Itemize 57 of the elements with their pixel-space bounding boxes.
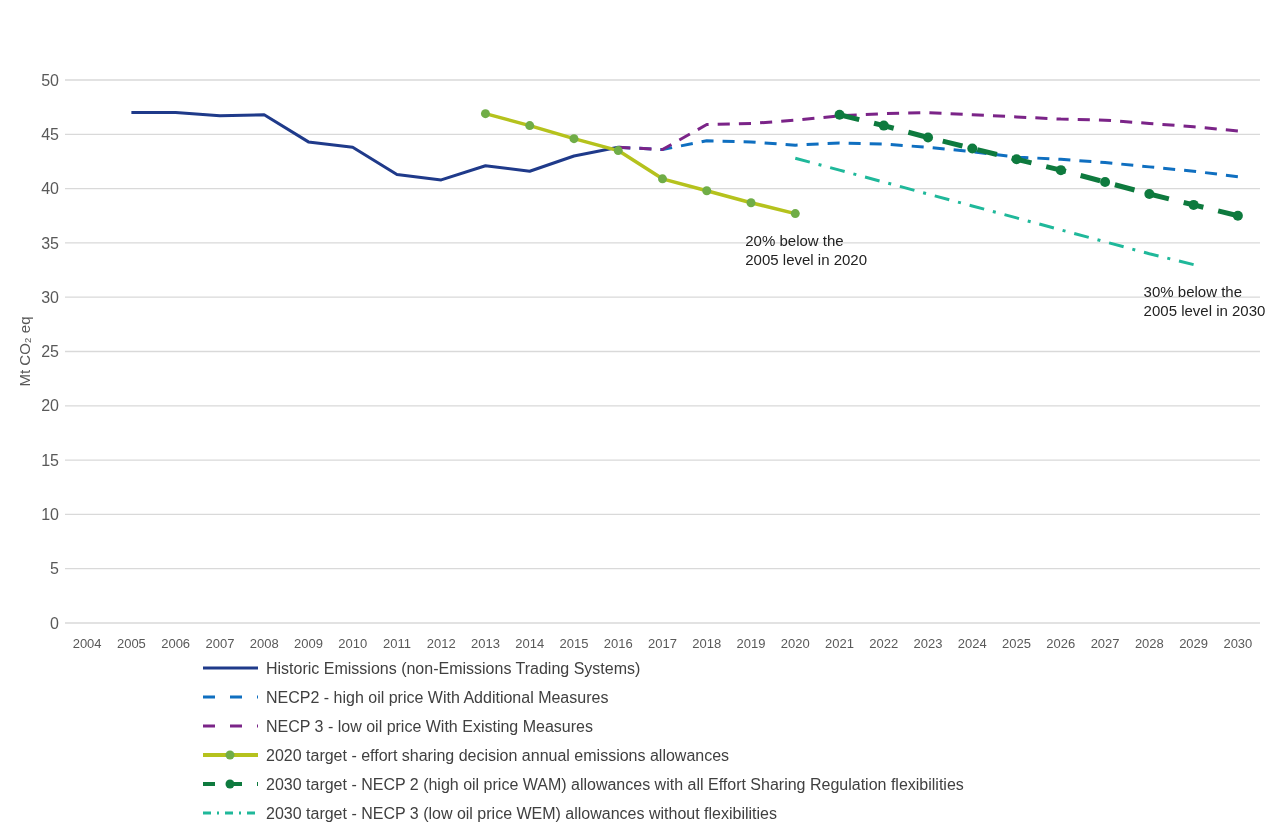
legend-label: 2030 target - NECP 3 (low oil price WEM) allowances without flexibilities	[266, 804, 778, 822]
x-tick-label: 2024	[957, 636, 987, 651]
x-tick-label: 2010	[338, 636, 368, 651]
y-tick-label: 40	[41, 180, 60, 198]
x-tick-label: 2025	[1002, 636, 1032, 651]
x-tick-label: 2023	[913, 636, 943, 651]
y-tick-label: 25	[41, 343, 60, 361]
point	[1188, 199, 1199, 210]
x-tick-label: 2021	[825, 636, 854, 651]
annotation: 30% below the 2005 level in 2030	[1143, 282, 1266, 320]
x-tick-label: 2009	[293, 636, 323, 651]
x-tick-label: 2016	[603, 636, 633, 651]
x-tick-label: 2028	[1134, 636, 1164, 651]
x-tick-label: 2026	[1046, 636, 1076, 651]
y-tick-label: 50	[41, 71, 60, 89]
legend-label: 2020 target - effort sharing decision annual emissions allowances	[266, 746, 730, 764]
x-tick-label: 2015	[559, 636, 589, 651]
x-tick-label: 2017	[648, 636, 677, 651]
x-tick-label: 2012	[426, 636, 456, 651]
x-tick-label: 2008	[249, 636, 279, 651]
y-tick-label: 35	[41, 234, 60, 252]
x-tick-label: 2004	[72, 636, 102, 651]
annotation: 20% below the 2005 level in 2020	[745, 231, 868, 269]
y-tick-label: 15	[41, 451, 60, 469]
y-tick-label: 30	[41, 288, 60, 306]
y-tick-label: 20	[41, 397, 60, 415]
point	[878, 120, 889, 131]
legend-label: NECP 3 - low oil price With Existing Measures	[266, 717, 593, 735]
y-tick-label: 10	[41, 506, 60, 523]
x-tick-label: 2022	[869, 636, 899, 651]
point	[1100, 177, 1111, 188]
x-tick-label: 2018	[692, 636, 722, 651]
legend-label: 2030 target - NECP 2 (high oil price WAM) allowances with all Effort Sharing Regulation flexibilities	[266, 775, 964, 793]
x-tick-label: 2011	[382, 636, 411, 651]
legend-label: NECP2 - high oil price With Additional Measures	[266, 688, 609, 706]
y-tick-label: 5	[50, 560, 60, 578]
y-tick-label: 0	[50, 614, 60, 632]
point	[923, 132, 934, 143]
point	[834, 109, 845, 120]
x-tick-label: 2027	[1090, 636, 1120, 651]
point	[967, 143, 978, 154]
x-tick-label: 2013	[471, 636, 500, 651]
x-tick-label: 2014	[515, 636, 545, 651]
point	[1055, 165, 1066, 176]
x-tick-label: 2020	[780, 636, 810, 651]
x-tick-label: 2019	[736, 636, 766, 651]
x-tick-label: 2030	[1223, 636, 1253, 651]
point	[1232, 210, 1243, 221]
x-tick-label: 2007	[205, 636, 235, 651]
point	[1011, 154, 1022, 165]
y-tick-label: 45	[41, 125, 60, 143]
point	[1144, 189, 1155, 200]
x-tick-label: 2029	[1179, 636, 1209, 651]
y-axis-title: Mt CO₂ eq	[16, 316, 33, 387]
legend-label: Historic Emissions (non-Emissions Trading Systems)	[266, 659, 641, 677]
x-tick-label: 2005	[116, 636, 146, 651]
x-tick-label: 2006	[161, 636, 191, 651]
